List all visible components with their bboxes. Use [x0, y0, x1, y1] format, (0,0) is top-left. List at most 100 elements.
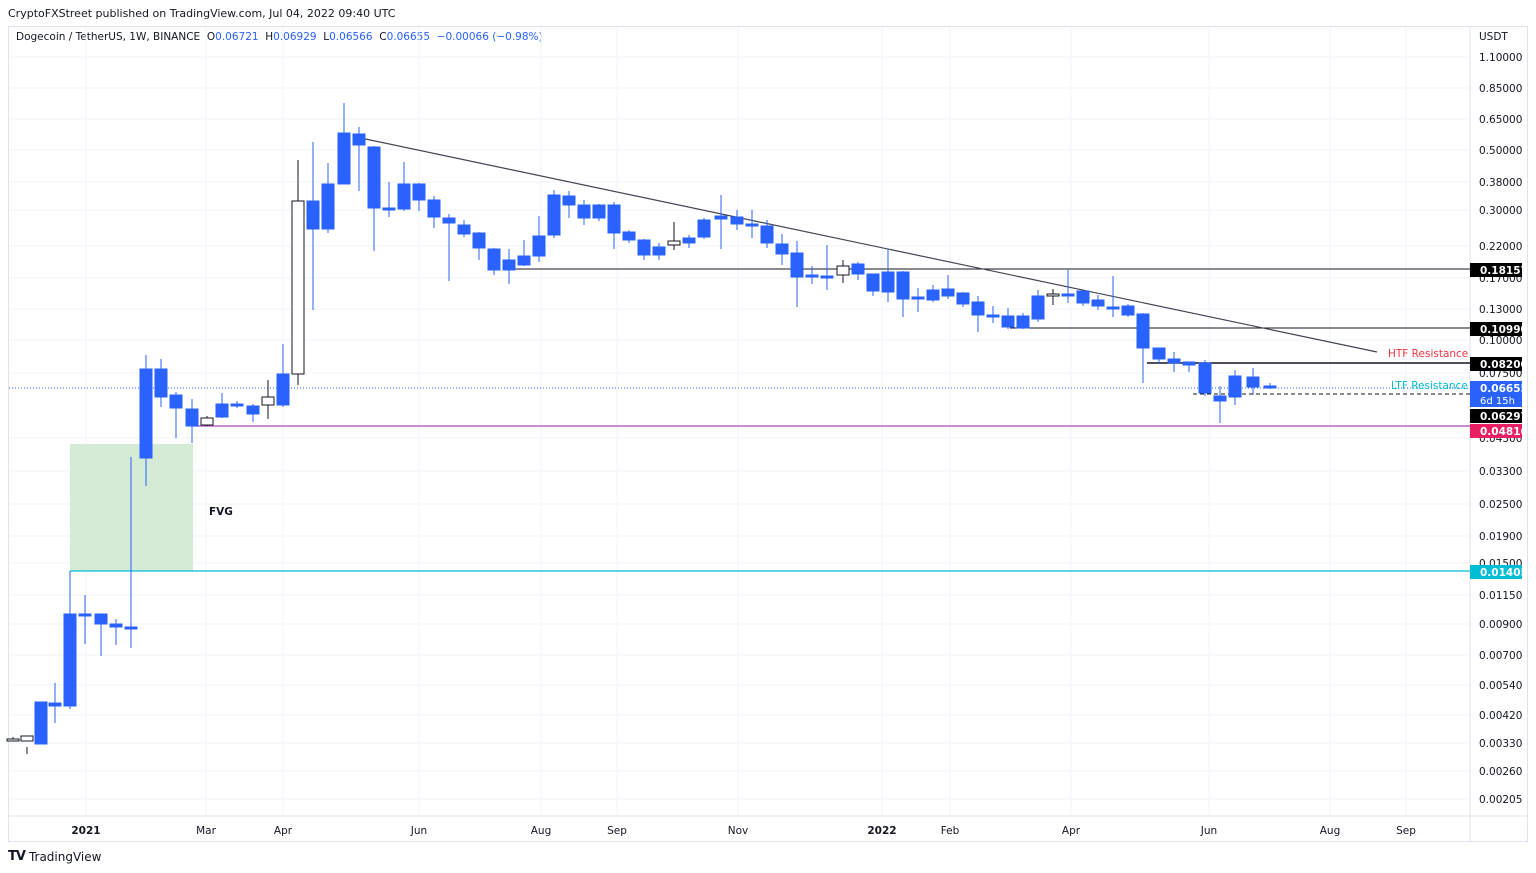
candle[interactable] — [1061, 270, 1075, 303]
candle[interactable] — [487, 248, 501, 275]
candle[interactable] — [851, 262, 865, 280]
candle[interactable] — [1016, 313, 1030, 329]
candle-body — [881, 271, 895, 293]
candle[interactable] — [820, 245, 834, 290]
candle[interactable] — [1228, 370, 1242, 405]
candle[interactable] — [1046, 289, 1060, 305]
candle[interactable] — [517, 240, 531, 266]
candle[interactable] — [139, 355, 153, 486]
candle[interactable] — [622, 230, 636, 243]
candle[interactable] — [472, 232, 486, 260]
candle[interactable] — [1213, 386, 1227, 423]
candle[interactable] — [352, 127, 366, 191]
candle[interactable] — [78, 595, 92, 644]
candle[interactable] — [881, 249, 895, 302]
candle[interactable] — [1091, 295, 1105, 310]
candle-body — [1263, 385, 1277, 389]
candle[interactable] — [607, 202, 621, 249]
price-tag[interactable]: 0.06297 — [1470, 409, 1528, 423]
candle[interactable] — [1167, 352, 1181, 372]
candle[interactable] — [1198, 360, 1212, 396]
candle[interactable] — [48, 683, 62, 723]
candle[interactable] — [926, 285, 940, 302]
candle[interactable] — [230, 401, 244, 408]
candle[interactable] — [986, 306, 1000, 323]
candle[interactable] — [592, 204, 606, 221]
candle-body — [547, 194, 561, 236]
candle[interactable] — [896, 271, 910, 317]
candle[interactable] — [109, 619, 123, 645]
candle[interactable] — [291, 160, 305, 385]
candle[interactable] — [1246, 368, 1260, 395]
price-tag[interactable]: 0.08200 — [1470, 357, 1528, 371]
candle[interactable] — [956, 292, 970, 307]
candle[interactable] — [866, 273, 880, 296]
candle[interactable] — [246, 404, 260, 422]
candle[interactable] — [442, 214, 456, 281]
candle[interactable] — [532, 216, 546, 262]
candle[interactable] — [971, 296, 985, 332]
candle[interactable] — [1182, 361, 1196, 372]
candle[interactable] — [577, 200, 591, 225]
candle[interactable] — [20, 735, 34, 754]
candle[interactable] — [382, 182, 396, 217]
candle[interactable] — [775, 234, 789, 265]
symbol-name[interactable]: Dogecoin / TetherUS, 1W, BINANCE — [16, 31, 201, 43]
candle[interactable] — [6, 737, 20, 742]
candle-body — [622, 231, 636, 241]
candle[interactable] — [124, 457, 138, 648]
candle[interactable] — [457, 220, 471, 237]
candle[interactable] — [730, 210, 744, 230]
candle[interactable] — [682, 235, 696, 248]
candle[interactable] — [911, 288, 925, 312]
candle[interactable] — [337, 103, 351, 185]
price-tag[interactable]: 0.10990 — [1470, 322, 1528, 336]
candle[interactable] — [367, 146, 381, 251]
candle[interactable] — [562, 191, 576, 218]
candle[interactable] — [261, 380, 275, 419]
candle[interactable] — [805, 266, 819, 284]
candle[interactable] — [427, 196, 441, 228]
candle[interactable] — [1152, 347, 1166, 364]
candle[interactable] — [185, 399, 199, 443]
candle[interactable] — [215, 393, 229, 418]
candle[interactable] — [502, 249, 516, 284]
candle[interactable] — [63, 571, 77, 709]
candle[interactable] — [1136, 313, 1150, 383]
candle[interactable] — [697, 218, 711, 239]
candle[interactable] — [760, 220, 774, 248]
candle[interactable] — [412, 183, 426, 211]
brand-name[interactable]: TradingView — [28, 849, 102, 864]
candle[interactable] — [1031, 290, 1045, 322]
candle[interactable] — [1076, 290, 1090, 306]
candle[interactable] — [745, 210, 759, 238]
candle[interactable] — [836, 260, 850, 283]
candle[interactable] — [1263, 383, 1277, 389]
price-tag[interactable]: 0.01405 — [1470, 565, 1528, 579]
price-tag[interactable]: 0.04816 — [1470, 424, 1528, 438]
candle[interactable] — [94, 613, 108, 656]
candle[interactable] — [321, 163, 335, 233]
tradingview-logo-icon[interactable]: TV — [8, 849, 26, 864]
candle[interactable] — [169, 392, 183, 438]
candle[interactable] — [652, 243, 666, 260]
candle[interactable] — [790, 241, 804, 307]
candle[interactable] — [397, 162, 411, 211]
candle[interactable] — [34, 701, 48, 745]
candle[interactable] — [1121, 304, 1135, 317]
candle[interactable] — [667, 222, 681, 250]
candle[interactable] — [547, 190, 561, 238]
candle[interactable] — [714, 195, 728, 249]
candle[interactable] — [637, 239, 651, 260]
candle[interactable] — [276, 344, 290, 407]
candle[interactable] — [306, 142, 320, 310]
price-tag[interactable]: 0.18157 — [1470, 263, 1528, 277]
candle[interactable] — [1001, 308, 1015, 329]
candle[interactable] — [200, 416, 214, 426]
candle[interactable] — [941, 275, 955, 299]
candle[interactable] — [154, 359, 168, 407]
candle-body — [20, 735, 34, 742]
candle[interactable] — [1106, 276, 1120, 317]
